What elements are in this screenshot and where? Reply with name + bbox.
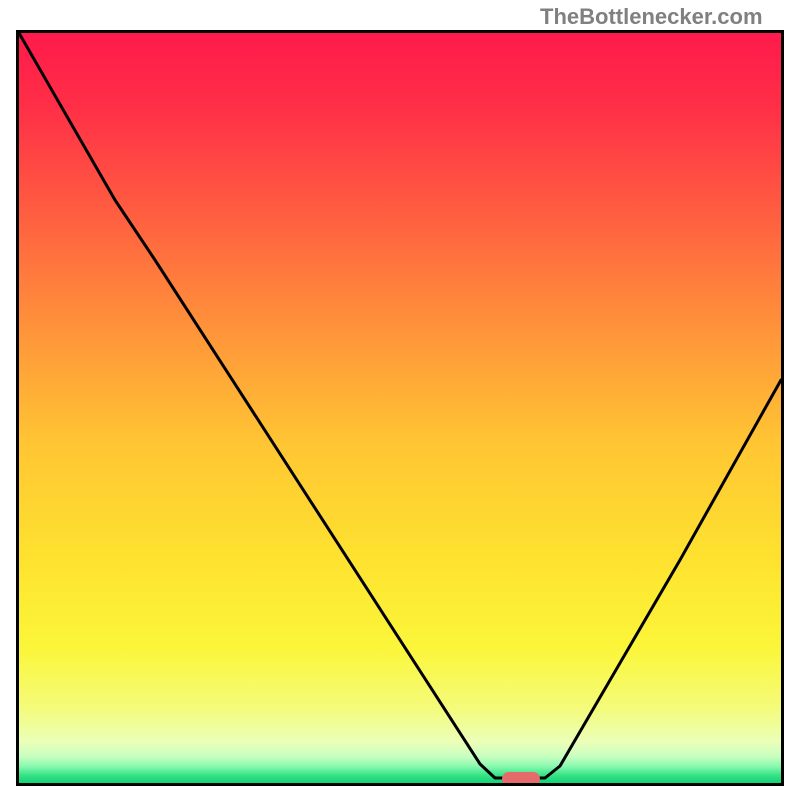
chart-frame <box>16 30 784 786</box>
